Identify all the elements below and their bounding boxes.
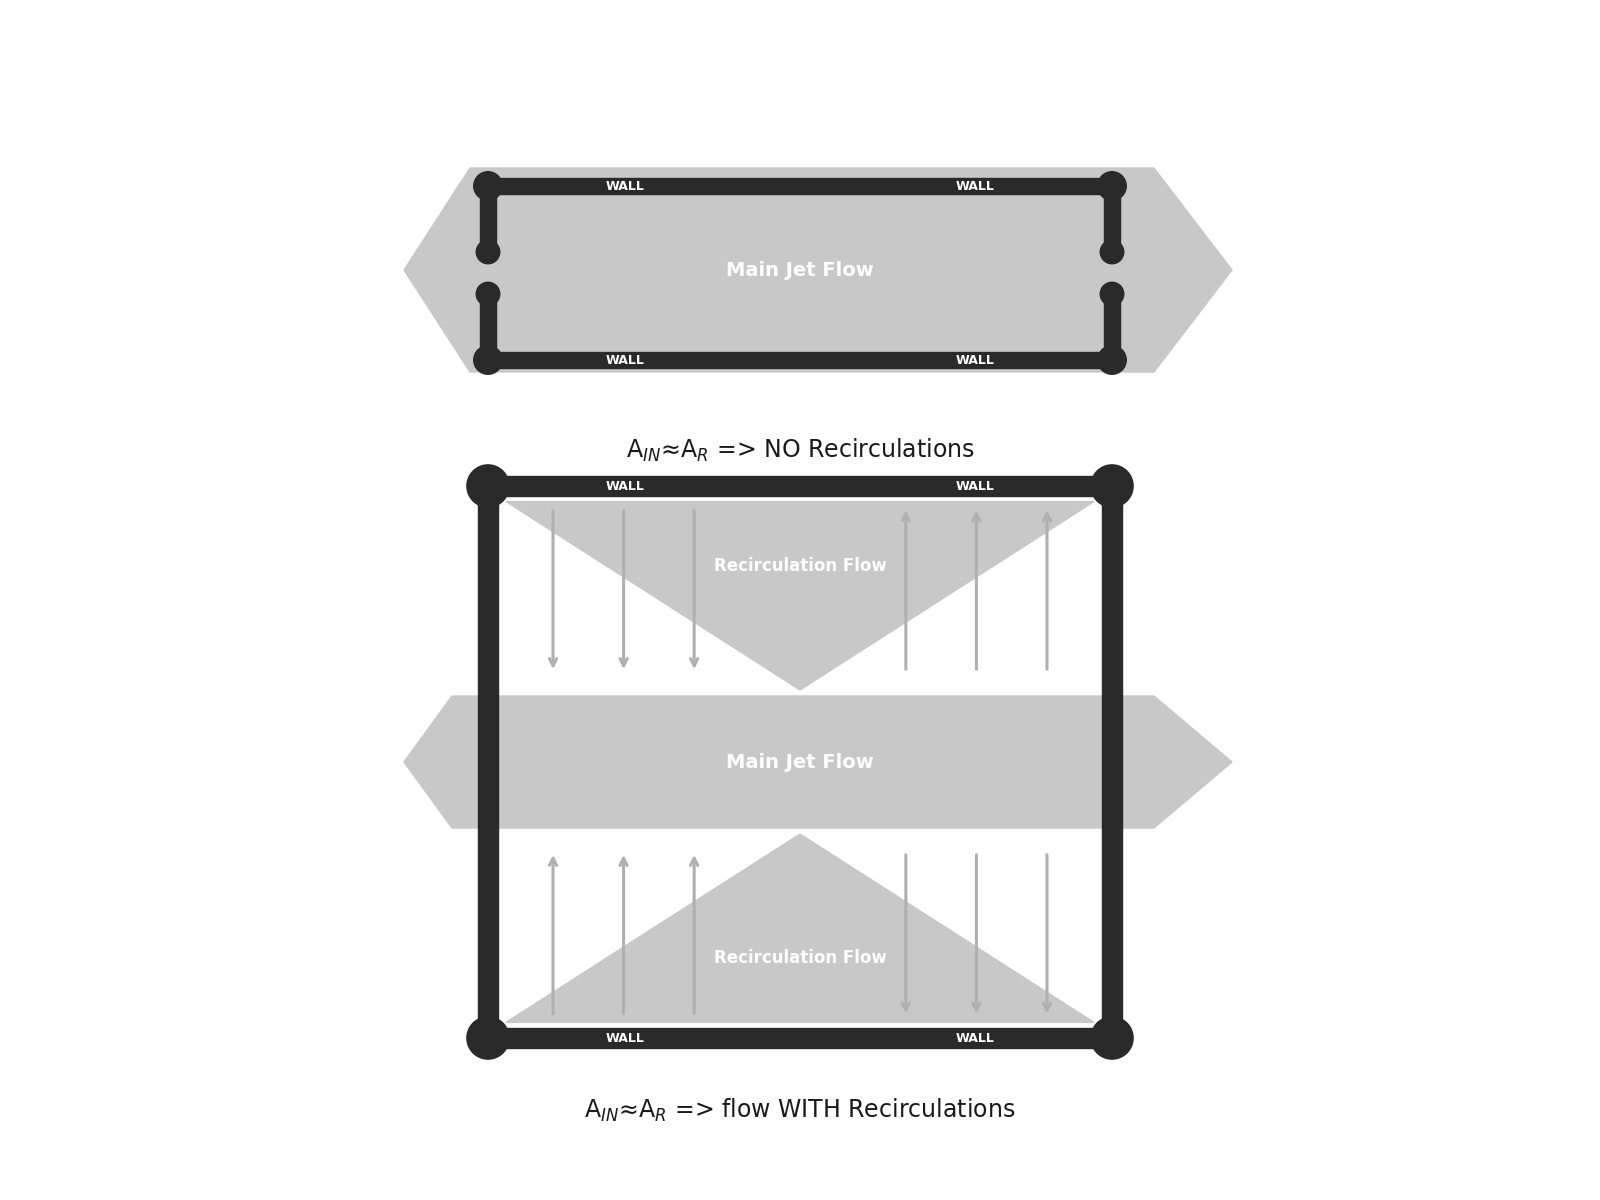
FancyBboxPatch shape bbox=[480, 194, 496, 252]
Circle shape bbox=[467, 1016, 509, 1060]
Text: WALL: WALL bbox=[955, 180, 994, 192]
Polygon shape bbox=[403, 168, 1232, 372]
Text: Recirculation Flow: Recirculation Flow bbox=[714, 949, 886, 967]
FancyBboxPatch shape bbox=[488, 178, 1112, 194]
Circle shape bbox=[472, 469, 504, 503]
FancyBboxPatch shape bbox=[478, 486, 498, 1038]
FancyBboxPatch shape bbox=[480, 294, 496, 352]
Text: Recirculation Flow: Recirculation Flow bbox=[714, 557, 886, 575]
FancyBboxPatch shape bbox=[1104, 194, 1120, 252]
FancyBboxPatch shape bbox=[1102, 486, 1122, 1038]
Text: WALL: WALL bbox=[606, 354, 645, 366]
Circle shape bbox=[474, 172, 502, 200]
Circle shape bbox=[1091, 1016, 1133, 1060]
Polygon shape bbox=[506, 834, 1094, 1022]
Text: A$_{IN}$≈A$_R$ => NO Recirculations: A$_{IN}$≈A$_R$ => NO Recirculations bbox=[626, 437, 974, 463]
Circle shape bbox=[467, 464, 509, 508]
Circle shape bbox=[1096, 469, 1128, 503]
Polygon shape bbox=[506, 502, 1094, 690]
Text: Main Jet Flow: Main Jet Flow bbox=[726, 752, 874, 772]
Text: WALL: WALL bbox=[955, 1032, 994, 1044]
Circle shape bbox=[1098, 346, 1126, 374]
Circle shape bbox=[1098, 172, 1126, 200]
Circle shape bbox=[1101, 282, 1123, 306]
Circle shape bbox=[1091, 464, 1133, 508]
Text: WALL: WALL bbox=[955, 480, 994, 492]
Text: Main Jet Flow: Main Jet Flow bbox=[726, 260, 874, 280]
Text: WALL: WALL bbox=[606, 1032, 645, 1044]
Circle shape bbox=[474, 346, 502, 374]
Circle shape bbox=[477, 240, 499, 264]
Text: WALL: WALL bbox=[606, 180, 645, 192]
Text: WALL: WALL bbox=[955, 354, 994, 366]
Text: WALL: WALL bbox=[606, 480, 645, 492]
Text: A$_{IN}$≈A$_R$ => flow WITH Recirculations: A$_{IN}$≈A$_R$ => flow WITH Recirculatio… bbox=[584, 1097, 1016, 1123]
FancyBboxPatch shape bbox=[1104, 294, 1120, 352]
Circle shape bbox=[1101, 240, 1123, 264]
FancyBboxPatch shape bbox=[488, 352, 1112, 368]
FancyBboxPatch shape bbox=[488, 476, 1112, 496]
Polygon shape bbox=[403, 696, 1232, 828]
Circle shape bbox=[477, 282, 499, 306]
FancyBboxPatch shape bbox=[488, 1028, 1112, 1048]
Circle shape bbox=[1096, 1021, 1128, 1055]
Circle shape bbox=[472, 1021, 504, 1055]
